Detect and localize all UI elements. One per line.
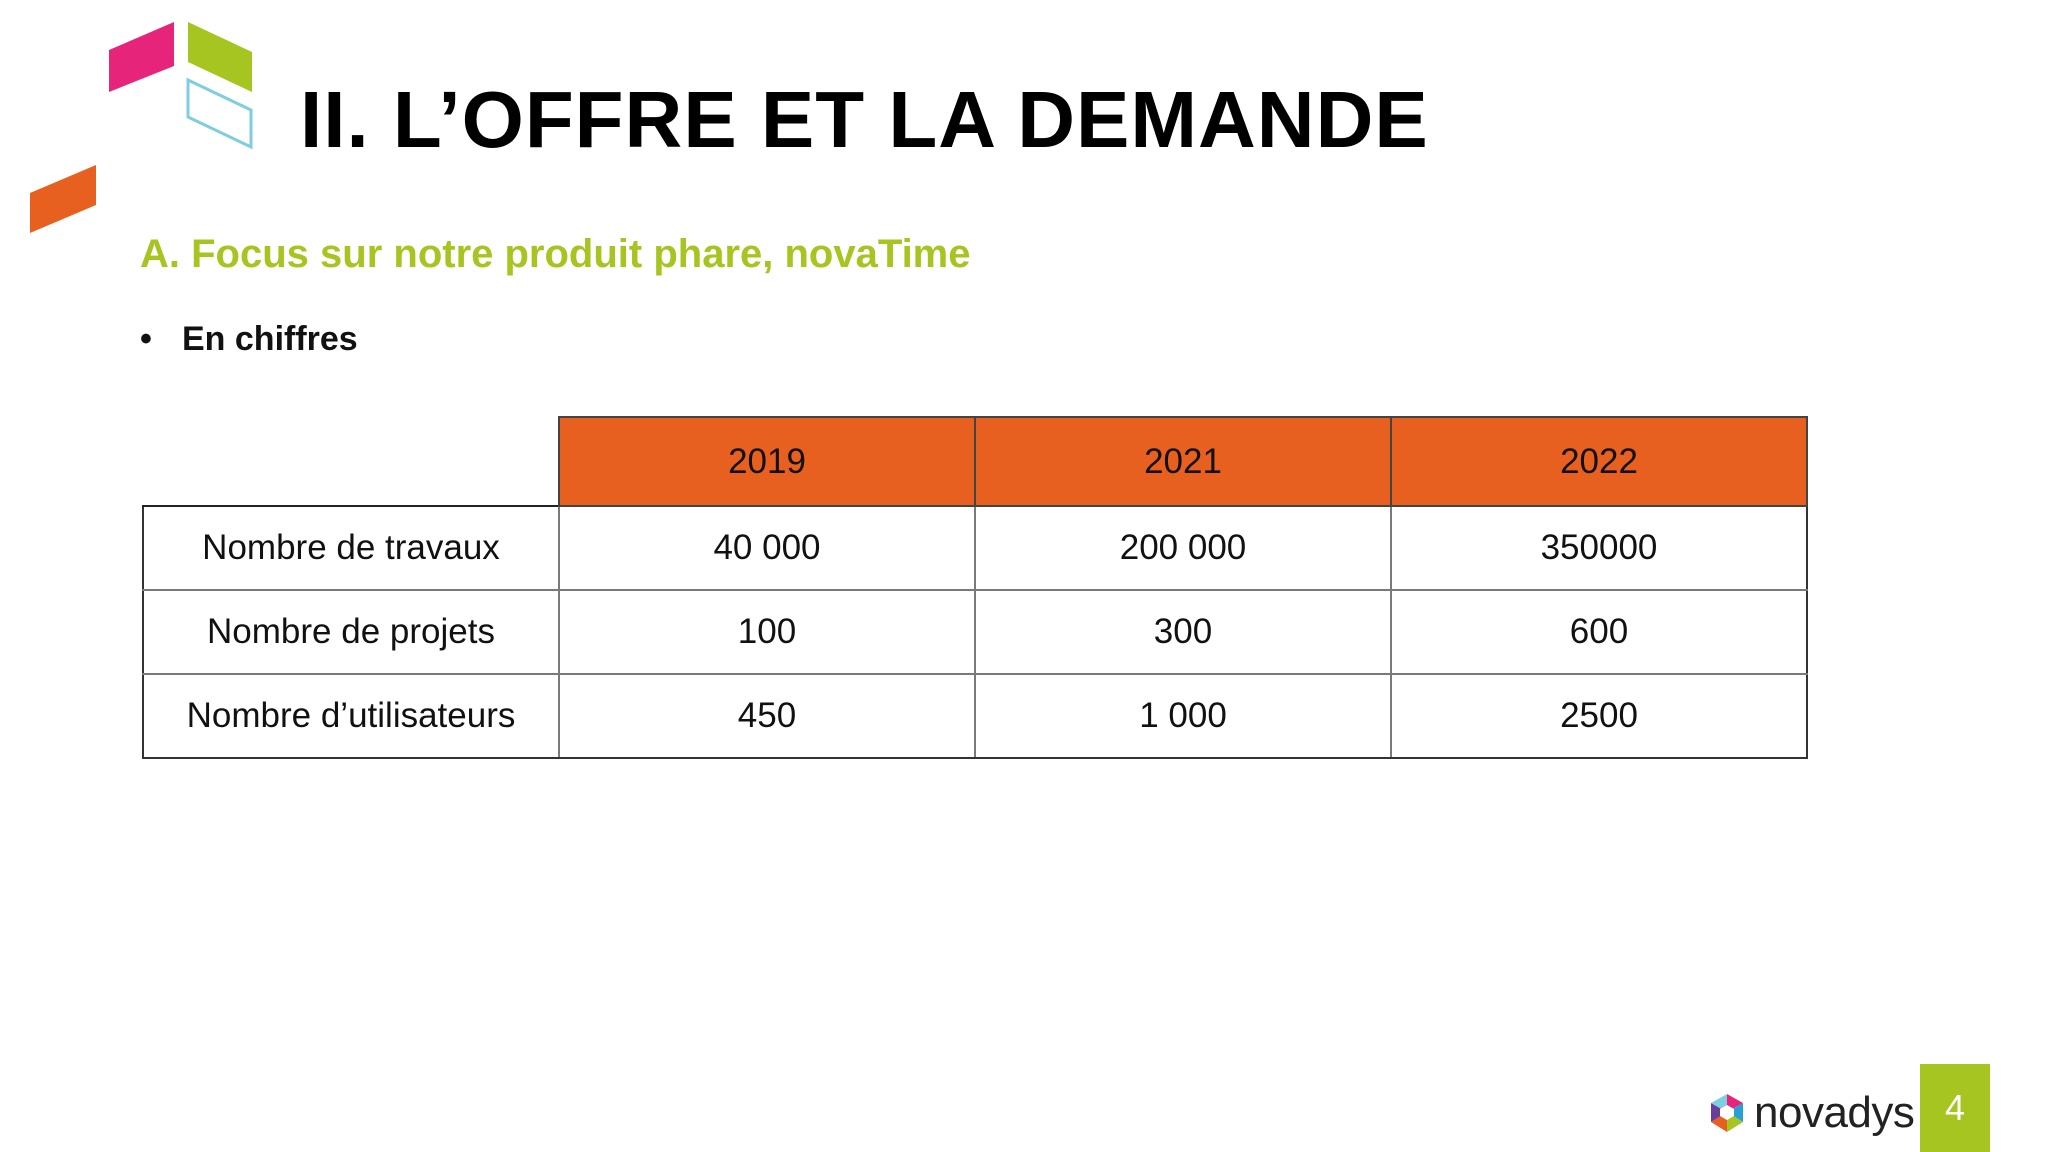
page-number: 4 [1920, 1064, 1990, 1152]
bullet-marker: • [140, 320, 152, 358]
orange-shape [30, 165, 96, 233]
row-label: Nombre de travaux [142, 505, 560, 591]
table-cell: 40 000 [558, 505, 976, 591]
table-cell: 350000 [1390, 505, 1808, 591]
novadys-logo: novadys [1708, 1088, 1915, 1138]
table-cell: 450 [558, 673, 976, 759]
green-shape [188, 22, 252, 92]
slide-subtitle: A. Focus sur notre produit phare, novaTi… [140, 232, 971, 276]
figures-table: 2019 2021 2022 Nombre de travaux 40 000 … [142, 416, 1808, 759]
table-corner-cell [143, 417, 559, 506]
decorative-shapes [30, 22, 253, 233]
table-row: Nombre de travaux 40 000 200 000 350000 [142, 505, 1808, 591]
table-cell: 100 [558, 589, 976, 675]
table-cell: 200 000 [974, 505, 1392, 591]
table-header-cell: 2022 [1390, 416, 1808, 507]
row-label: Nombre de projets [142, 589, 560, 675]
table-cell: 600 [1390, 589, 1808, 675]
table-cell: 300 [974, 589, 1392, 675]
bullet-text: En chiffres [182, 320, 358, 358]
table-row: Nombre de projets 100 300 600 [142, 589, 1808, 675]
logo-wordmark: novadys [1754, 1088, 1915, 1137]
table-header-cell: 2021 [974, 416, 1392, 507]
table-cell: 2500 [1390, 673, 1808, 759]
table-header-row: 2019 2021 2022 [143, 416, 1808, 507]
bullet-item: • En chiffres [140, 320, 358, 359]
hexagon-logo-icon [1711, 1094, 1743, 1132]
row-label: Nombre d’utilisateurs [142, 673, 560, 759]
table-cell: 1 000 [974, 673, 1392, 759]
outline-shape [186, 77, 253, 150]
table-header-cell: 2019 [558, 416, 976, 507]
magenta-shape [109, 22, 174, 92]
slide-title: II. L’OFFRE ET LA DEMANDE [300, 75, 1429, 164]
table-row: Nombre d’utilisateurs 450 1 000 2500 [142, 673, 1808, 759]
